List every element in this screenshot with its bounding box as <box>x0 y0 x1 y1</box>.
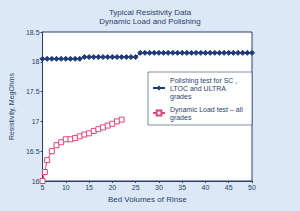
svg-text:LTOC and ULTRA: LTOC and ULTRA <box>170 85 228 92</box>
svg-text:17: 17 <box>32 118 40 125</box>
svg-text:50: 50 <box>248 184 256 191</box>
svg-text:Bed Volumes of Rinse: Bed Volumes of Rinse <box>108 195 187 204</box>
svg-text:5: 5 <box>41 184 45 191</box>
svg-text:40: 40 <box>202 184 210 191</box>
svg-text:Typical Resistivity Data: Typical Resistivity Data <box>109 8 192 17</box>
svg-text:grades: grades <box>170 93 192 101</box>
svg-text:17.5: 17.5 <box>26 88 40 95</box>
svg-text:Dynamic Load test – all: Dynamic Load test – all <box>170 106 245 114</box>
svg-text:18.5: 18.5 <box>26 29 40 36</box>
svg-text:Dynamic Load and Polishing: Dynamic Load and Polishing <box>99 17 200 26</box>
svg-text:Resistivity, MegOhms: Resistivity, MegOhms <box>8 72 16 140</box>
svg-text:18: 18 <box>32 58 40 65</box>
svg-text:grades: grades <box>170 114 192 122</box>
svg-text:16: 16 <box>32 178 40 185</box>
svg-text:20: 20 <box>108 184 116 191</box>
svg-text:15: 15 <box>85 184 93 191</box>
svg-text:30: 30 <box>155 184 163 191</box>
svg-text:16.5: 16.5 <box>26 148 40 155</box>
svg-text:35: 35 <box>178 184 186 191</box>
svg-text:25: 25 <box>132 184 140 191</box>
svg-text:10: 10 <box>62 184 70 191</box>
svg-text:Polishing test for SC ,: Polishing test for SC , <box>170 77 239 85</box>
svg-text:45: 45 <box>225 184 233 191</box>
